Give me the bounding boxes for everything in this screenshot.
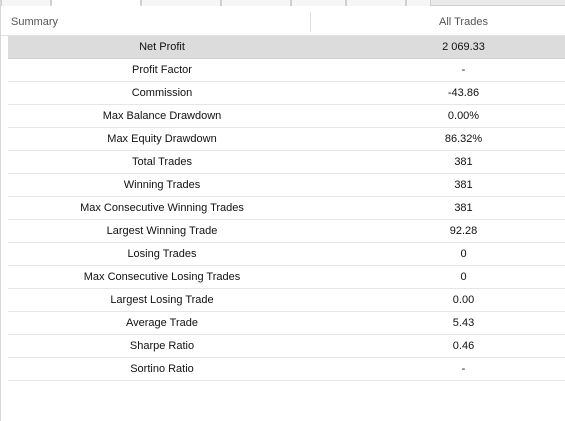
- table-row[interactable]: Largest Winning Trade 92.28: [8, 220, 565, 243]
- table-row[interactable]: Commission -43.86: [8, 82, 565, 105]
- table-row[interactable]: Winning Trades 381: [8, 174, 565, 197]
- summary-column-header[interactable]: Summary: [11, 16, 59, 28]
- row-label: Max Consecutive Winning Trades: [80, 202, 244, 214]
- table-row[interactable]: Sortino Ratio -: [8, 358, 565, 381]
- row-value: 0.46: [452, 340, 475, 352]
- row-label: Sortino Ratio: [130, 363, 194, 375]
- all-trades-column-header[interactable]: All Trades: [439, 16, 488, 28]
- row-value: 381: [454, 202, 473, 214]
- row-value: 2 069.33: [442, 41, 485, 53]
- table-row[interactable]: Average Trade 5.43: [8, 312, 565, 335]
- tab-1[interactable]: [1, 0, 51, 6]
- statistics-table: Net Profit 2 069.33 Profit Factor - Commissi…: [8, 36, 565, 381]
- row-label: Losing Trades: [127, 248, 197, 260]
- row-label: Largest Losing Trade: [110, 294, 214, 306]
- table-row[interactable]: Sharpe Ratio 0.46: [8, 335, 565, 358]
- tab-2[interactable]: [51, 0, 141, 6]
- row-label: Largest Winning Trade: [106, 225, 218, 237]
- tab-strip: [1, 0, 565, 6]
- row-label: Max Equity Drawdown: [107, 133, 217, 145]
- row-label: Profit Factor: [132, 64, 192, 76]
- table-row[interactable]: Max Equity Drawdown 86.32%: [8, 128, 565, 151]
- row-value: 86.32%: [444, 133, 483, 145]
- tab-3[interactable]: [141, 0, 221, 6]
- row-value: 381: [454, 179, 473, 191]
- row-label: Sharpe Ratio: [129, 340, 195, 352]
- tab-7[interactable]: [406, 0, 431, 6]
- row-value: 0: [460, 248, 467, 260]
- row-label: Commission: [131, 87, 193, 99]
- table-row[interactable]: Net Profit 2 069.33: [8, 36, 565, 59]
- column-divider: [310, 12, 311, 32]
- table-row[interactable]: Max Consecutive Winning Trades 381: [8, 197, 565, 220]
- table-row[interactable]: Losing Trades 0: [8, 243, 565, 266]
- tab-4[interactable]: [221, 0, 291, 6]
- tab-5[interactable]: [291, 0, 346, 6]
- row-value: -: [461, 363, 466, 375]
- table-row[interactable]: Total Trades 381: [8, 151, 565, 174]
- row-value: 0.00%: [447, 110, 480, 122]
- row-value: -43.86: [447, 87, 480, 99]
- row-value: 0.00: [452, 294, 475, 306]
- row-label: Total Trades: [132, 156, 192, 168]
- table-row[interactable]: Profit Factor -: [8, 59, 565, 82]
- table-row[interactable]: Max Consecutive Losing Trades 0: [8, 266, 565, 289]
- table-row[interactable]: Max Balance Drawdown 0.00%: [8, 105, 565, 128]
- row-value: 381: [454, 156, 473, 168]
- table-header: Summary All Trades: [1, 8, 565, 36]
- row-label: Max Balance Drawdown: [102, 110, 222, 122]
- row-value: 5.43: [452, 317, 475, 329]
- row-label: Max Consecutive Losing Trades: [83, 271, 241, 283]
- row-label: Winning Trades: [123, 179, 201, 191]
- tab-6[interactable]: [346, 0, 406, 6]
- row-value: -: [461, 64, 466, 76]
- row-label: Net Profit: [139, 41, 185, 53]
- row-value: 0: [460, 271, 467, 283]
- row-label: Average Trade: [126, 317, 198, 329]
- row-value: 92.28: [449, 225, 478, 237]
- table-row[interactable]: Largest Losing Trade 0.00: [8, 289, 565, 312]
